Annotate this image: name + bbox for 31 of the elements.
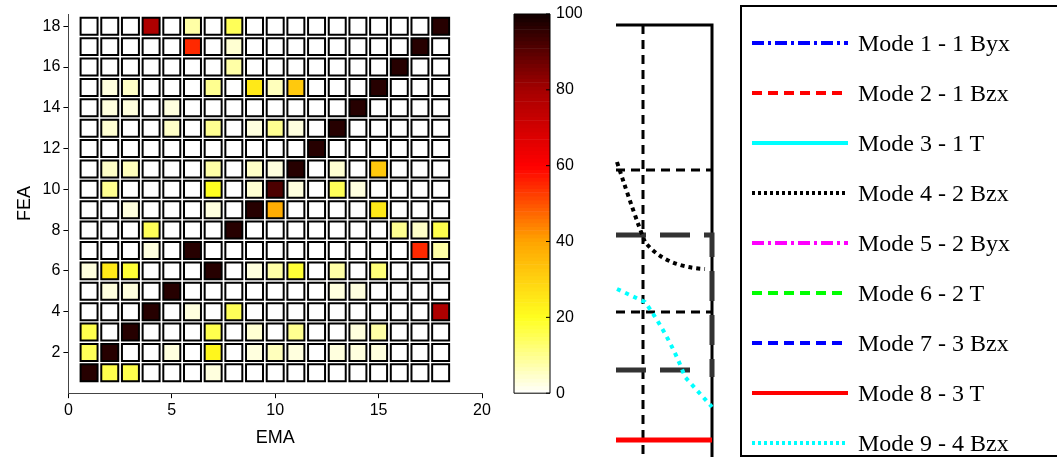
text: Mode 9 - 4 Bzx — [858, 429, 1009, 457]
color-bar-label: 40 — [556, 231, 574, 249]
x-tick-label: 20 — [473, 401, 491, 419]
color-bar-label: 80 — [556, 80, 574, 98]
color-bar-label: 100 — [556, 4, 583, 22]
y-tick-label: 12 — [42, 138, 61, 156]
text: Mode 6 - 2 T — [858, 279, 985, 307]
y-tick-label: 8 — [51, 220, 61, 238]
x-axis-title: EMA — [255, 427, 295, 448]
text: Mode 3 - 1 T — [858, 129, 985, 157]
y-tick-label: 18 — [42, 16, 61, 34]
x-tick-label: 0 — [63, 401, 73, 419]
text: Mode 1 - 1 Byx — [858, 29, 1010, 57]
color-bar-label: 20 — [556, 307, 574, 325]
y-axis-title: FEA — [13, 186, 34, 222]
text: Mode 2 - 1 Bzx — [858, 79, 1009, 107]
text: Mode 7 - 3 Bzx — [858, 329, 1009, 357]
text: Mode 5 - 2 Byx — [858, 229, 1010, 257]
y-tick-label: 2 — [51, 342, 61, 360]
x-tick-label: 10 — [266, 401, 285, 419]
x-tick-label: 15 — [369, 401, 388, 419]
x-tick-label: 5 — [167, 401, 177, 419]
y-tick-label: 6 — [51, 261, 61, 279]
y-tick-label: 4 — [51, 302, 61, 320]
color-bar-label: 60 — [556, 156, 574, 174]
y-tick-label: 10 — [42, 179, 61, 197]
y-tick-label: 14 — [42, 98, 61, 116]
text: Mode 8 - 3 T — [858, 379, 985, 407]
color-bar-label: 0 — [556, 383, 565, 401]
y-tick-label: 16 — [42, 57, 61, 75]
text: Mode 4 - 2 Bzx — [858, 179, 1009, 207]
